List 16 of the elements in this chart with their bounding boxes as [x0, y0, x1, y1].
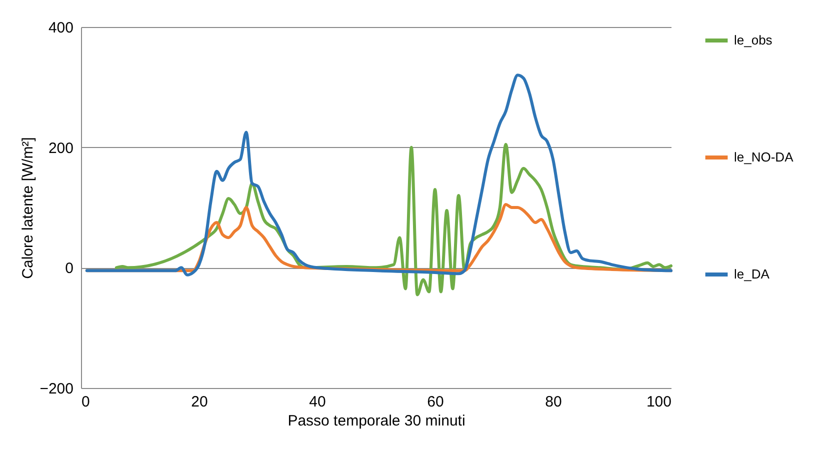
- y-tick-label: −200: [40, 380, 74, 398]
- x-tick-label: 60: [427, 394, 444, 410]
- y-tick-label: 200: [48, 140, 74, 157]
- x-tick-label: 80: [545, 394, 562, 410]
- legend-label: le_DA: [734, 266, 770, 282]
- y-tick-label: 400: [48, 20, 74, 36]
- x-axis-title: Passo temporale 30 minuti: [288, 412, 466, 430]
- x-tick-label: 20: [191, 394, 208, 410]
- y-tick-label: 0: [65, 260, 74, 278]
- x-tick-label: 0: [82, 394, 90, 410]
- x-tick-label: 40: [309, 394, 326, 410]
- x-tick-label: 100: [646, 394, 672, 410]
- line-series: [85, 74, 672, 276]
- y-axis-title: Calore latente [W/m²]: [20, 137, 37, 279]
- legend-label: le_obs: [734, 32, 773, 48]
- legend-label: le_NO-DA: [734, 150, 794, 164]
